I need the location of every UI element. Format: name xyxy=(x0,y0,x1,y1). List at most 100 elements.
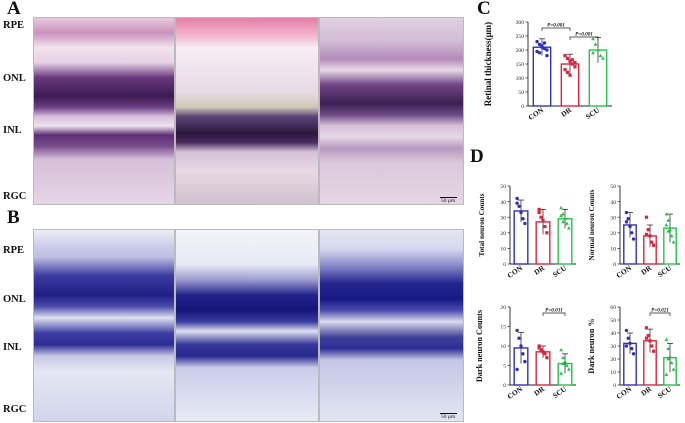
data-point-d4-scu xyxy=(666,346,671,350)
data-point-d2-con xyxy=(628,224,632,229)
data-point-d1-con xyxy=(523,221,527,226)
panel-label-a: A xyxy=(7,0,21,19)
layer-label-onl-a: ONL xyxy=(3,73,26,84)
data-point-d3-dr xyxy=(543,352,547,356)
data-point-d2-scu xyxy=(668,227,672,232)
data-point-d1-dr xyxy=(545,231,549,235)
y-tick-label-d2: 20 xyxy=(610,231,616,237)
data-point-d3-con xyxy=(515,367,519,372)
scale-bar-label-a: 50 μm xyxy=(441,198,456,204)
significance-label-d3: P=0.031 xyxy=(545,308,563,314)
layer-label-onl-b: ONL xyxy=(3,294,26,305)
data-point-d2-scu xyxy=(666,218,671,222)
data-point-c-con xyxy=(542,41,547,45)
data-point-d2-scu xyxy=(666,229,671,233)
y-tick-label-d3: 5 xyxy=(503,364,506,370)
data-point-d3-scu xyxy=(563,359,567,363)
scale-bar-line-b xyxy=(440,413,457,414)
significance-bracket-c xyxy=(569,36,599,40)
data-point-d4-scu xyxy=(668,354,672,358)
data-point-c-con xyxy=(535,49,539,54)
significance-label-d4: P=0.021 xyxy=(651,308,669,314)
data-point-c-dr xyxy=(563,54,567,58)
data-point-c-dr xyxy=(573,65,577,69)
data-point-d3-dr xyxy=(539,348,543,352)
x-tick-label-c-con: CON xyxy=(527,105,546,122)
data-point-c-scu xyxy=(593,42,598,46)
micrograph-he-con xyxy=(33,17,175,205)
y-tick-label-c: 200 xyxy=(516,48,525,54)
data-point-d1-scu xyxy=(565,221,569,225)
micrograph-cresyl-dr xyxy=(175,229,319,422)
y-tick-label-d3: 20 xyxy=(500,305,506,311)
y-tick-label-d4: 30 xyxy=(610,344,616,350)
data-point-d4-dr xyxy=(644,336,649,340)
x-tick-label-d4-con: CON xyxy=(615,384,634,401)
data-point-d4-dr xyxy=(650,344,654,348)
data-point-c-dr xyxy=(565,56,570,60)
x-tick-label-d4-dr: DR xyxy=(639,384,653,398)
data-point-d1-con xyxy=(515,196,519,201)
data-point-d1-con xyxy=(515,201,519,205)
data-point-c-scu xyxy=(591,36,595,41)
layer-label-rpe-b: RPE xyxy=(3,245,24,256)
x-tick-label-d3-dr: DR xyxy=(532,384,546,398)
data-point-d2-scu xyxy=(664,212,669,216)
data-point-d2-con xyxy=(624,220,629,224)
y-tick-label-d2: 10 xyxy=(610,247,616,253)
data-point-d4-scu xyxy=(664,337,669,341)
y-tick-label-d2: 40 xyxy=(610,200,616,206)
y-tick-label-d2: 30 xyxy=(610,215,616,221)
data-point-d2-dr xyxy=(648,234,652,238)
data-point-d4-dr xyxy=(646,334,650,338)
y-axis-label-d3: Dark neuron Counts xyxy=(475,310,484,382)
data-point-d1-dr xyxy=(539,215,543,219)
data-point-d3-scu xyxy=(559,371,564,375)
scale-bar-line-a xyxy=(440,197,457,198)
data-point-d4-con xyxy=(628,341,632,346)
layer-label-rgc-a: RGC xyxy=(3,191,27,202)
data-point-c-dr xyxy=(570,62,575,66)
x-tick-label-d1-scu: SCU xyxy=(551,263,569,279)
y-tick-label-d1: 20 xyxy=(500,231,506,237)
significance-bracket-d3 xyxy=(542,312,566,316)
data-point-d3-dr xyxy=(537,344,541,348)
micrograph-he-scu xyxy=(319,17,464,205)
layer-label-rpe-a: RPE xyxy=(3,20,24,31)
data-point-d4-dr xyxy=(648,339,652,343)
data-point-d1-con xyxy=(519,210,523,215)
data-point-d2-dr xyxy=(650,240,654,244)
data-point-d1-dr xyxy=(543,224,547,229)
significance-label-c: P=0.001 xyxy=(547,23,565,29)
y-axis-label-c: Retinal thickness(μm) xyxy=(483,22,493,106)
data-point-c-dr xyxy=(570,58,575,62)
data-point-d3-scu xyxy=(561,355,565,360)
data-point-d3-scu xyxy=(565,363,569,367)
data-point-d3-scu xyxy=(566,367,571,371)
data-point-d4-scu xyxy=(671,367,676,371)
data-point-d3-dr xyxy=(541,350,545,354)
x-tick-label-d2-scu: SCU xyxy=(656,263,674,279)
x-tick-label-d1-dr: DR xyxy=(532,263,546,277)
x-tick-label-c-dr: DR xyxy=(559,105,573,119)
y-axis-label-d1: Total neuron Counts xyxy=(478,193,486,256)
data-point-d2-scu xyxy=(664,223,669,227)
x-tick-label-d3-scu: SCU xyxy=(551,384,569,400)
data-point-d2-con xyxy=(624,210,629,215)
data-point-d1-con xyxy=(521,217,525,221)
micrograph-cresyl-scu xyxy=(319,229,464,422)
layer-label-inl-a: INL xyxy=(3,125,22,136)
x-tick-label-d3-con: CON xyxy=(506,384,525,401)
y-tick-label-d1: 50 xyxy=(500,184,506,190)
data-point-d3-con xyxy=(519,344,523,348)
data-point-d2-dr xyxy=(644,232,649,236)
data-point-d3-scu xyxy=(561,361,565,365)
data-point-c-con xyxy=(537,42,542,47)
y-tick-label-d3: 10 xyxy=(500,344,506,350)
data-point-d1-dr xyxy=(537,210,541,215)
y-tick-label-d4: 0 xyxy=(613,383,616,389)
data-point-d2-con xyxy=(631,237,636,241)
data-point-d4-scu xyxy=(669,360,674,365)
data-point-d4-con xyxy=(631,352,636,356)
data-point-d2-con xyxy=(626,217,630,221)
